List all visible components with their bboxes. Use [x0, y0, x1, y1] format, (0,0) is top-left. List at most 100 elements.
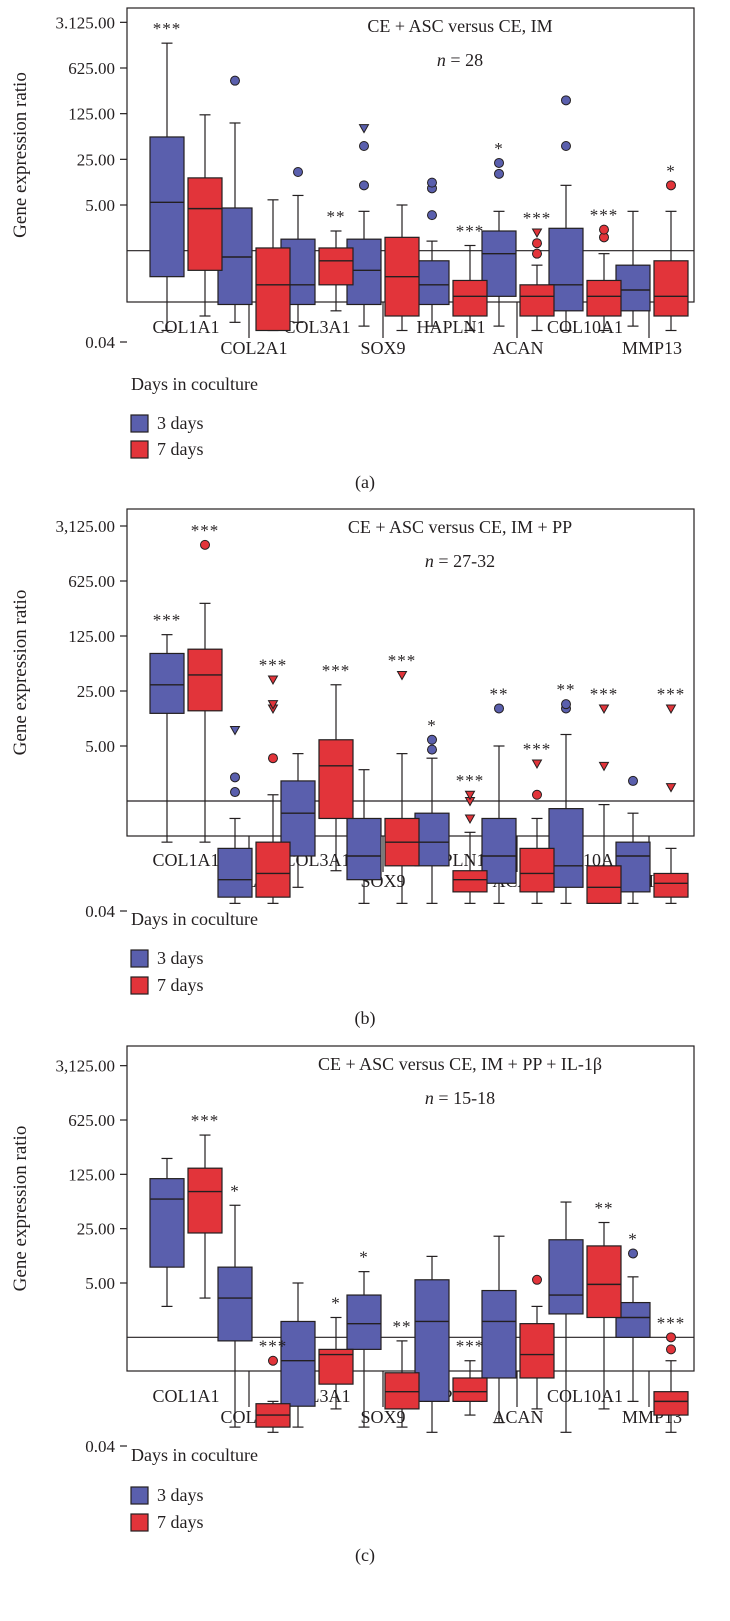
significance-stars: ***	[153, 19, 182, 38]
box-body	[346, 1294, 382, 1350]
box-body	[653, 260, 689, 317]
box-body	[548, 808, 584, 888]
legend-title: Days in coculture	[131, 374, 258, 394]
box-col2a1-7d: ***	[255, 1337, 291, 1433]
y-tick-label: 25.00	[77, 682, 115, 701]
y-tick-label: 5.00	[85, 196, 115, 215]
significance-stars: ***	[388, 651, 417, 670]
significance-stars: **	[327, 207, 346, 226]
significance-stars: ***	[456, 771, 485, 790]
box-body	[318, 247, 354, 286]
box-body	[481, 1289, 517, 1379]
outlier-circle	[532, 238, 542, 249]
box-col10a1-7d: ***	[586, 206, 622, 332]
category-label: SOX9	[360, 1407, 405, 1427]
outlier-triangle	[665, 704, 677, 714]
category-label: COL1A1	[153, 317, 220, 337]
legend-label-3-days: 3 days	[157, 413, 204, 433]
box-mmp13-3d: *	[615, 1229, 651, 1402]
significance-stars: ***	[523, 739, 552, 758]
y-axis-label: Gene expression ratio	[10, 72, 31, 238]
significance-stars: ***	[657, 1313, 686, 1332]
box-col2a1-7d	[255, 199, 291, 332]
outlier-triangle	[267, 700, 279, 710]
y-tick-label: 125.00	[68, 627, 115, 646]
outlier-circle	[494, 703, 504, 714]
panel-label: (c)	[355, 1545, 375, 1566]
box-mmp13-7d: *	[653, 161, 689, 332]
significance-stars: *	[427, 716, 437, 735]
outlier-circle	[494, 168, 504, 179]
outlier-circle	[359, 140, 369, 151]
box-body	[149, 136, 185, 278]
box-body	[653, 872, 689, 898]
outlier-circle	[268, 753, 278, 764]
outlier-circle	[561, 699, 571, 710]
box-body	[548, 1239, 584, 1315]
outlier-circle	[293, 166, 303, 177]
significance-stars: ***	[191, 1111, 220, 1130]
box-col3a1-7d: **	[318, 207, 354, 312]
box-col3a1-3d	[280, 753, 316, 888]
box-mmp13-3d	[615, 210, 651, 327]
box-body	[414, 1279, 450, 1402]
y-tick-label: 25.00	[77, 150, 115, 169]
box-hapln1-7d: ***	[452, 221, 488, 332]
legend-title: Days in coculture	[131, 909, 258, 929]
box-acan-3d: **	[481, 684, 517, 904]
outlier-triangle	[396, 670, 408, 681]
significance-stars: *	[359, 1248, 369, 1267]
y-tick-label: 625.00	[68, 59, 115, 78]
box-col2a1-3d	[217, 725, 253, 904]
legend-swatch-7-days	[130, 440, 149, 459]
box-body	[481, 230, 517, 297]
box-mmp13-3d	[615, 775, 651, 904]
outlier-circle	[427, 734, 437, 745]
box-col1a1-3d	[149, 1157, 185, 1308]
y-tick-label: 0.04	[85, 902, 115, 921]
outlier-circle	[268, 1355, 278, 1366]
category-label: COL10A1	[547, 1386, 623, 1406]
box-body	[586, 1245, 622, 1319]
box-body	[481, 817, 517, 884]
box-body	[615, 841, 651, 893]
outlier-triangle	[229, 725, 241, 736]
legend-swatch-3-days	[130, 949, 149, 968]
box-col2a1-3d	[217, 75, 253, 323]
box-sox9-3d: *	[346, 1248, 382, 1428]
chart-panel-1: 0.04 5.00 25.00 125.00 625.00 3.125.00 Gene ex…	[10, 7, 695, 493]
outlier-circle	[427, 177, 437, 188]
chart-title: CE + ASC versus CE, IM + PP + IL-1β	[318, 1054, 602, 1074]
box-acan-3d: *	[481, 139, 517, 327]
panel-label: (b)	[355, 1008, 376, 1029]
significance-stars: ***	[456, 221, 485, 240]
box-hapln1-3d	[414, 177, 450, 327]
box-body	[414, 812, 450, 867]
outlier-circle	[230, 787, 240, 798]
legend-label-7-days: 7 days	[157, 975, 204, 995]
significance-stars: **	[595, 1199, 614, 1218]
outlier-triangle	[598, 761, 610, 772]
y-tick-label: 3.125.00	[56, 13, 116, 32]
category-label: COL1A1	[153, 850, 220, 870]
outlier-circle	[200, 539, 210, 550]
significance-stars: ***	[657, 684, 686, 703]
y-tick-label: 5.00	[85, 1274, 115, 1293]
box-col3a1-7d: ***	[318, 661, 354, 872]
y-tick-label: 0.04	[85, 333, 115, 352]
category-label: ACAN	[492, 338, 543, 358]
box-body	[519, 284, 555, 317]
outlier-circle	[599, 224, 609, 235]
significance-stars: ***	[153, 611, 182, 630]
chart-title: CE + ASC versus CE, IM + PP	[348, 517, 572, 537]
box-col2a1-3d: *	[217, 1181, 253, 1428]
y-tick-label: 3,125.00	[56, 517, 116, 536]
y-tick-label: 625.00	[68, 1111, 115, 1130]
box-acan-7d: ***	[519, 739, 555, 904]
box-body	[187, 1167, 223, 1234]
outlier-circle	[230, 75, 240, 86]
box-body	[519, 847, 555, 893]
box-acan-3d	[481, 1235, 517, 1424]
box-body	[187, 177, 223, 271]
outlier-triangle	[358, 124, 370, 134]
